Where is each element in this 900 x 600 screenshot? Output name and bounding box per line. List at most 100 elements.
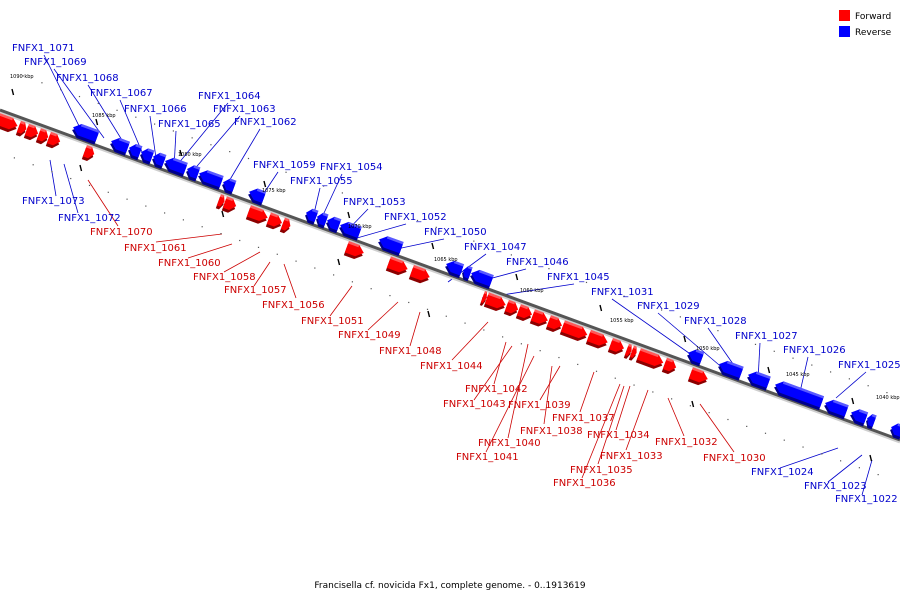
forward-gene	[23, 123, 39, 141]
guide-dot	[567, 274, 569, 277]
guide-dot	[689, 405, 691, 407]
leader-line	[799, 356, 809, 393]
guide-dot	[483, 329, 485, 331]
leader-line	[597, 385, 625, 465]
guide-dot	[341, 192, 343, 194]
gene-label: FNFX1_1052	[384, 212, 447, 223]
gene-label: FNFX1_1065	[158, 119, 221, 130]
guide-dot	[473, 240, 475, 242]
reverse-gene	[72, 123, 100, 145]
guide-dot	[727, 418, 729, 421]
leader-line	[507, 343, 529, 439]
gene-label: FNFX1_1069	[24, 57, 87, 68]
tick-label: 1090 kbp	[10, 74, 34, 80]
gene-label: FNFX1_1057	[224, 285, 287, 296]
guide-dot	[322, 185, 325, 187]
reverse-gene	[128, 143, 143, 161]
tick-mark	[11, 88, 15, 96]
guide-dot	[107, 191, 109, 193]
gene-label: FNFX1_1034	[587, 430, 650, 441]
leader-line	[177, 102, 229, 165]
forward-gene	[408, 264, 430, 284]
gene-label: FNFX1_1029	[637, 301, 700, 312]
guide-dot	[379, 206, 381, 208]
forward-gene	[483, 292, 506, 312]
guide-dot	[539, 350, 541, 352]
guide-dot	[314, 267, 316, 269]
gene-label: FNFX1_1022	[835, 494, 898, 505]
forward-gene	[479, 291, 488, 306]
leader-line	[657, 312, 726, 371]
guide-dot	[585, 281, 588, 284]
guide-dot	[840, 460, 842, 462]
forward-gene	[215, 194, 225, 210]
guide-dot	[135, 116, 137, 118]
reverse-gene	[445, 260, 465, 279]
legend-forward-swatch	[839, 10, 850, 21]
guide-dot	[416, 219, 419, 222]
guide-dot	[464, 322, 466, 324]
leader-line	[224, 128, 261, 189]
guide-dot	[623, 295, 625, 297]
guide-dot	[426, 308, 429, 310]
guide-dot	[32, 164, 34, 166]
gene-label: FNFX1_1036	[553, 478, 616, 489]
guide-dot	[247, 157, 250, 160]
guide-dot	[717, 330, 719, 332]
tick-mark	[515, 273, 519, 281]
leader-line	[615, 385, 631, 431]
gene-label: FNFX1_1032	[655, 437, 718, 448]
guide-dot	[736, 336, 738, 339]
tick-label: 1065 kbp	[434, 257, 458, 263]
guide-dot	[577, 363, 579, 366]
leader-line	[191, 115, 241, 173]
gene-label: FNFX1_1062	[234, 117, 297, 128]
guide-dot	[802, 446, 804, 448]
gene-label: FNFX1_1066	[124, 104, 187, 115]
legend: Forward Reverse	[839, 10, 892, 38]
guide-dot	[41, 82, 43, 84]
guide-dot	[783, 439, 785, 441]
tick-mark	[79, 164, 83, 172]
leader-line	[611, 298, 697, 359]
leader-line	[625, 389, 649, 451]
guide-dot	[708, 412, 710, 414]
guide-dot	[867, 385, 869, 387]
leader-line	[53, 68, 105, 139]
guide-dot	[754, 343, 757, 346]
forward-gene	[559, 320, 588, 341]
gene-label: FNFX1_1070	[90, 227, 153, 238]
tick-mark	[599, 304, 603, 312]
leader-line	[87, 179, 119, 227]
guide-dot	[164, 212, 166, 214]
forward-gene	[81, 145, 95, 162]
tick-mark	[869, 454, 873, 462]
tick-label: 1060 kbp	[520, 288, 544, 294]
gene-label: FNFX1_1047	[464, 242, 527, 253]
reverse-gene	[687, 349, 705, 367]
reverse-gene	[316, 212, 329, 229]
leader-line	[667, 397, 685, 437]
gene-label: FNFX1_1039	[508, 400, 571, 411]
guide-dot	[276, 253, 278, 255]
gene-label: FNFX1_1033	[600, 451, 663, 462]
reverse-gene	[326, 216, 342, 234]
guide-dot	[454, 233, 456, 235]
tick-mark	[95, 118, 99, 126]
forward-gene	[529, 309, 548, 327]
leader-line	[253, 261, 271, 287]
forward-gene	[503, 299, 519, 317]
leader-line	[43, 54, 83, 133]
guide-dot	[746, 425, 748, 428]
tick-label: 1085 kbp	[92, 113, 116, 119]
leader-line	[87, 84, 126, 146]
forward-gene	[607, 337, 625, 355]
guide-dot	[51, 171, 53, 173]
leader-line	[485, 355, 535, 453]
tick-mark	[427, 310, 431, 318]
gene-label: FNFX1_1072	[58, 213, 121, 224]
guide-dot	[652, 391, 654, 393]
gene-label: FNFX1_1038	[520, 426, 583, 437]
guide-dot	[239, 239, 241, 242]
reverse-gene	[890, 423, 900, 440]
